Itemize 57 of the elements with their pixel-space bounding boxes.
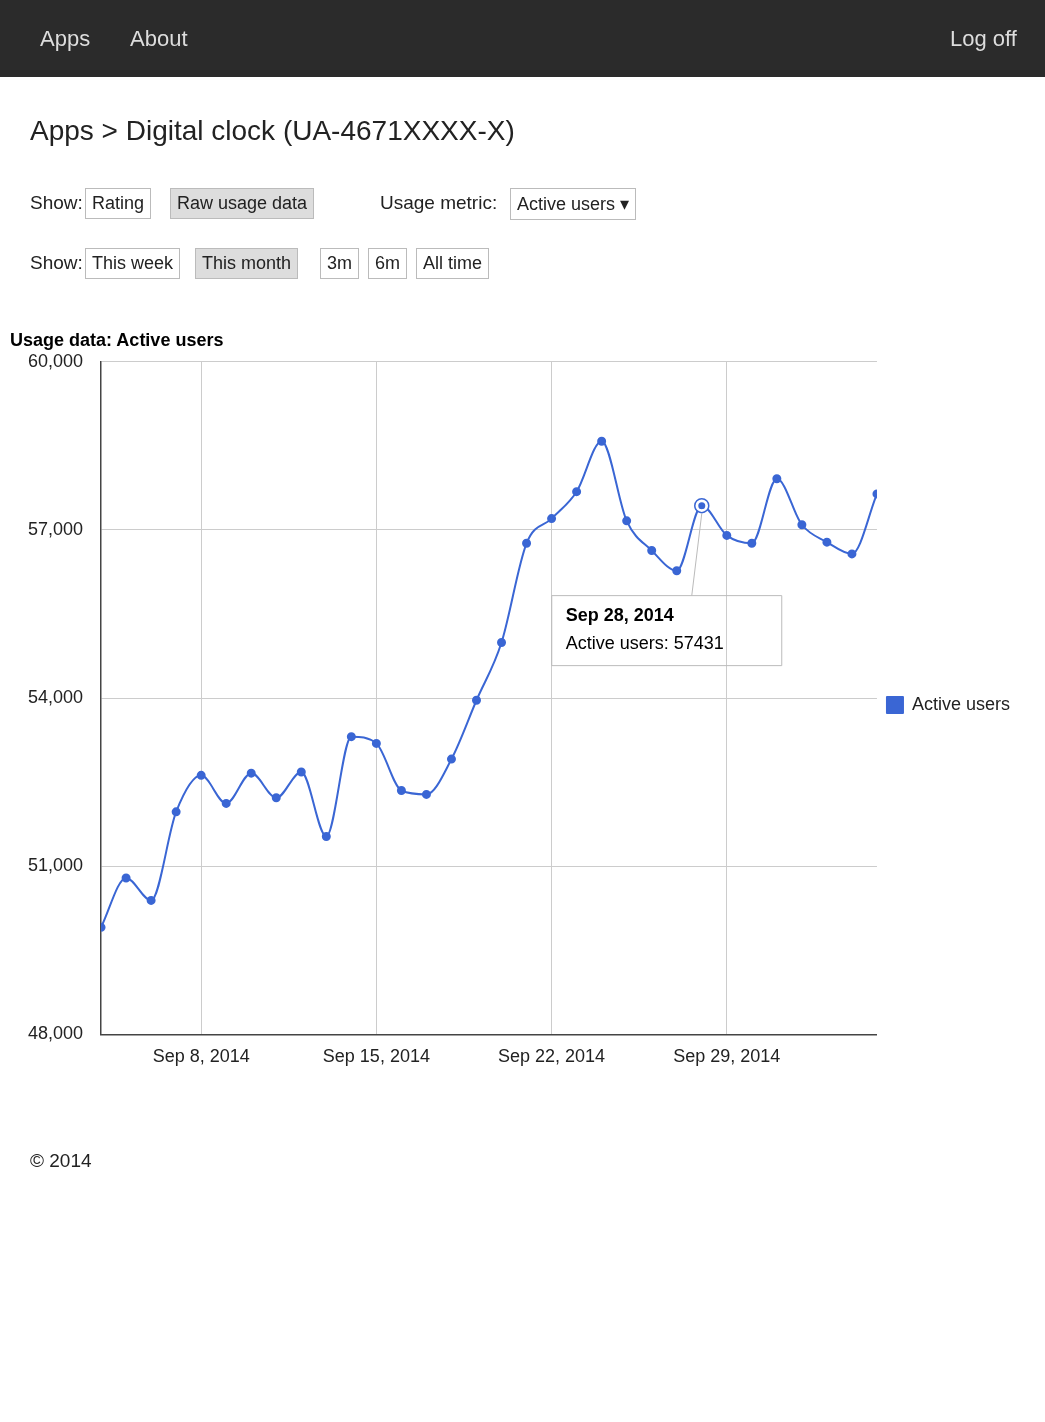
text: Show: bbox=[30, 192, 83, 214]
legend-label: Active users bbox=[911, 693, 1011, 714]
y-tick-label: 51,000 bbox=[27, 855, 84, 876]
point bbox=[597, 436, 607, 446]
point bbox=[772, 474, 782, 484]
point bbox=[847, 549, 857, 559]
y-tick-label: 57,000 bbox=[27, 518, 84, 539]
text: This week bbox=[85, 248, 181, 279]
point bbox=[647, 546, 657, 556]
annotation: Sep 28, 2014 Active users: 57431 bbox=[565, 604, 724, 653]
x-tick-label: Sep 15, 2014 bbox=[322, 1046, 430, 1067]
text: 6m bbox=[368, 248, 408, 279]
point bbox=[296, 767, 306, 777]
point bbox=[497, 637, 507, 647]
point bbox=[421, 789, 431, 799]
point bbox=[396, 786, 406, 796]
point bbox=[271, 793, 281, 803]
text: This month bbox=[195, 248, 299, 279]
point bbox=[171, 807, 181, 817]
point bbox=[121, 873, 131, 883]
point bbox=[622, 516, 632, 526]
point bbox=[547, 514, 557, 524]
text: Raw usage data bbox=[170, 188, 315, 219]
point bbox=[196, 770, 206, 780]
text: All time bbox=[416, 248, 490, 279]
text: 3m bbox=[320, 248, 360, 279]
text: Apps bbox=[40, 26, 91, 52]
text: About bbox=[130, 26, 188, 52]
point bbox=[822, 537, 832, 547]
text: Active users ▾ bbox=[510, 188, 637, 220]
x-tick-label: Sep 29, 2014 bbox=[673, 1046, 781, 1067]
text: Show: bbox=[30, 252, 83, 274]
point bbox=[672, 566, 682, 576]
x-tick-label: Sep 22, 2014 bbox=[498, 1046, 606, 1067]
point bbox=[146, 895, 156, 905]
point bbox=[572, 487, 582, 497]
point bbox=[346, 732, 356, 742]
point bbox=[722, 530, 732, 540]
y-tick-label: 54,000 bbox=[27, 686, 84, 707]
y-tick-label: 48,000 bbox=[27, 1023, 84, 1044]
point bbox=[472, 695, 481, 705]
point bbox=[221, 798, 231, 808]
point bbox=[522, 538, 532, 548]
point bbox=[371, 738, 381, 748]
chart-subtitle: Apps > Digital clock (UA-4671XXXX-X) bbox=[30, 115, 515, 147]
point bbox=[747, 538, 757, 548]
point bbox=[246, 768, 256, 778]
text: Rating bbox=[85, 188, 152, 219]
text: © 2014 bbox=[30, 1150, 92, 1172]
text: Usage metric: bbox=[380, 192, 498, 214]
text: Log off bbox=[950, 26, 1017, 52]
point bbox=[797, 520, 807, 530]
y-tick-label: 60,000 bbox=[27, 350, 84, 371]
point bbox=[321, 831, 331, 841]
point bbox=[446, 754, 456, 764]
chart-title: Usage data: Active users bbox=[10, 329, 224, 350]
x-tick-label: Sep 8, 2014 bbox=[152, 1046, 250, 1067]
